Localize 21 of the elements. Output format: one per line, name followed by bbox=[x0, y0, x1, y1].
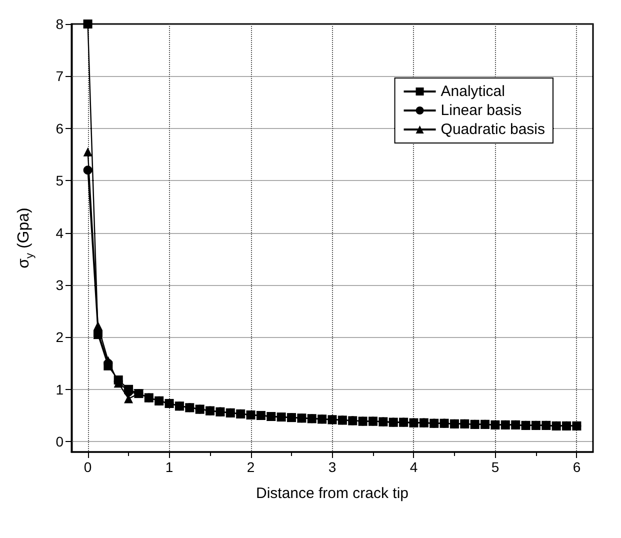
x-tick-label: 2 bbox=[246, 459, 255, 475]
legend-label: Linear basis bbox=[440, 102, 522, 119]
legend-label: Quadratic basis bbox=[440, 121, 545, 138]
y-tick-label: 1 bbox=[56, 381, 64, 398]
y-axis-title: σy (Gpa) bbox=[16, 208, 36, 268]
x-tick-label: 0 bbox=[84, 459, 92, 475]
x-axis-title: Distance from crack tip bbox=[256, 485, 409, 502]
y-tick-label: 7 bbox=[56, 68, 64, 84]
y-tick-label: 3 bbox=[56, 276, 64, 293]
y-tick-label: 4 bbox=[56, 224, 64, 241]
legend-label: Analytical bbox=[440, 83, 505, 100]
x-tick-label: 4 bbox=[410, 459, 418, 475]
x-tick-label: 5 bbox=[491, 459, 500, 475]
y-tick-label: 2 bbox=[56, 329, 64, 346]
x-tick-label: 3 bbox=[328, 459, 336, 475]
y-tick-label: 5 bbox=[56, 172, 64, 189]
y-tick-label: 6 bbox=[56, 120, 64, 136]
x-tick-label: 6 bbox=[572, 459, 581, 475]
y-tick-label: 0 bbox=[56, 434, 64, 450]
x-tick-label: 1 bbox=[165, 459, 174, 475]
y-tick-label: 8 bbox=[56, 16, 64, 32]
